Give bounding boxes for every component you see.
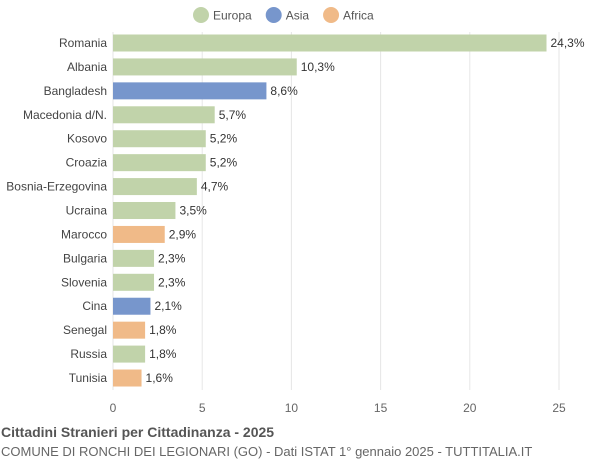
y-tick-label: Bangladesh	[44, 84, 107, 98]
legend-marker	[193, 7, 209, 23]
bar	[113, 225, 165, 243]
legend-marker	[323, 7, 340, 23]
bar	[113, 321, 146, 339]
y-tick-label: Cina	[82, 299, 107, 313]
legend-label: Europa	[213, 9, 252, 23]
data-label: 8,6%	[270, 84, 298, 98]
x-tick-label: 20	[463, 401, 477, 415]
bar-chart: 0 5 10 15 20 25 Romania 24,3% Albania 10,3% Bangla…	[6, 7, 585, 415]
bar	[113, 202, 176, 220]
data-label: 4,7%	[201, 180, 229, 194]
x-tick-label: 10	[285, 401, 299, 415]
chart-title: Cittadini Stranieri per Cittadinanza - 2…	[1, 424, 275, 440]
x-tick-label: 5	[199, 401, 206, 415]
y-tick-label: Russia	[70, 347, 107, 361]
bar	[113, 106, 215, 124]
data-label: 5,2%	[210, 156, 238, 170]
data-label: 2,3%	[158, 251, 186, 265]
bar	[113, 273, 155, 291]
y-tick-label: Albania	[67, 60, 107, 74]
bar	[113, 345, 146, 363]
data-label: 2,9%	[169, 227, 197, 241]
bar	[113, 369, 142, 387]
y-tick-label: Macedonia d/N.	[23, 108, 107, 122]
bar	[113, 34, 547, 52]
data-label: 1,8%	[149, 347, 177, 361]
bar	[113, 297, 151, 315]
data-label: 1,8%	[149, 323, 177, 337]
bar	[113, 154, 206, 172]
x-tick-label: 0	[110, 401, 117, 415]
y-tick-label: Bosnia-Erzegovina	[6, 180, 107, 194]
bar	[113, 178, 197, 196]
y-tick-label: Tunisia	[69, 371, 108, 385]
y-tick-label: Slovenia	[61, 275, 107, 289]
data-label: 5,2%	[210, 132, 238, 146]
chart-subtitle: COMUNE DI RONCHI DEI LEGIONARI (GO) - Da…	[1, 444, 533, 459]
y-tick-label: Bulgaria	[63, 251, 107, 265]
legend-label: Africa	[343, 9, 374, 23]
bar	[113, 82, 267, 100]
data-label: 3,5%	[179, 204, 207, 218]
y-tick-label: Ucraina	[66, 204, 108, 218]
y-tick-label: Croazia	[66, 156, 108, 170]
x-tick-label: 25	[552, 401, 566, 415]
bar	[113, 58, 297, 76]
y-tick-label: Senegal	[63, 323, 107, 337]
data-label: 2,1%	[154, 299, 182, 313]
legend-marker	[265, 7, 282, 23]
x-tick-label: 15	[374, 401, 388, 415]
y-tick-label: Romania	[59, 36, 107, 50]
bar	[113, 249, 155, 267]
data-label: 2,3%	[158, 275, 186, 289]
data-label: 1,6%	[146, 371, 174, 385]
y-tick-label: Kosovo	[67, 132, 107, 146]
data-label: 5,7%	[219, 108, 247, 122]
data-label: 10,3%	[301, 60, 335, 74]
y-tick-label: Marocco	[61, 227, 107, 241]
data-label: 24,3%	[551, 36, 585, 50]
bar	[113, 130, 206, 148]
legend-label: Asia	[286, 9, 310, 23]
